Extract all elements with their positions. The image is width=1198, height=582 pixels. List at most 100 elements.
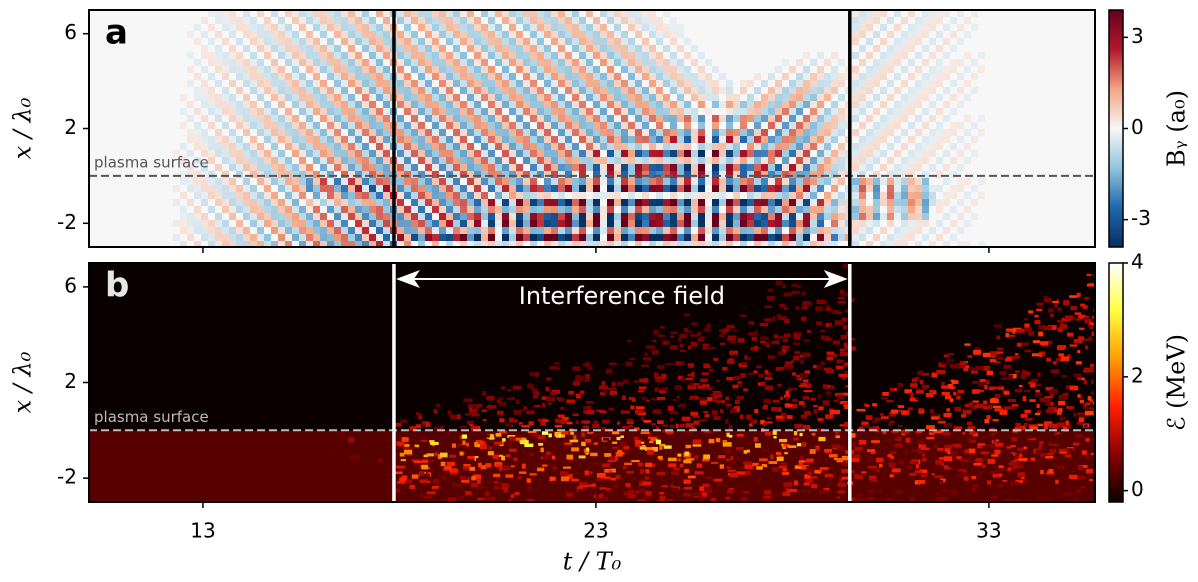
texture-cell xyxy=(1056,345,1065,351)
texture-cell xyxy=(901,31,908,38)
texture-cell xyxy=(842,392,851,396)
texture-cell xyxy=(658,378,665,383)
texture-cell xyxy=(516,52,523,59)
texture-cell xyxy=(285,59,292,66)
texture-cell xyxy=(519,471,527,474)
texture-cell xyxy=(1008,374,1014,380)
texture-cell xyxy=(852,52,859,59)
texture-cell xyxy=(793,355,800,361)
texture-cell xyxy=(754,443,761,448)
texture-cell xyxy=(887,129,894,136)
texture-cell xyxy=(453,185,460,192)
texture-cell xyxy=(509,220,516,227)
texture-cell xyxy=(653,372,659,377)
texture-cell xyxy=(733,171,740,178)
texture-cell xyxy=(556,433,563,438)
texture-cell xyxy=(1011,404,1019,407)
texture-cell xyxy=(250,164,257,171)
texture-cell xyxy=(572,10,579,17)
texture-cell xyxy=(460,73,467,80)
texture-cell xyxy=(579,45,586,52)
texture-cell xyxy=(285,136,292,143)
texture-cell xyxy=(677,108,684,115)
y-tick-label: -2 xyxy=(57,465,77,489)
texture-cell xyxy=(362,150,369,157)
texture-cell xyxy=(866,10,873,17)
texture-cell xyxy=(754,330,758,336)
texture-cell xyxy=(870,478,877,482)
texture-cell xyxy=(656,136,663,143)
texture-cell xyxy=(411,38,418,45)
texture-cell xyxy=(852,164,859,171)
texture-cell xyxy=(852,454,861,458)
x-tick-label: 23 xyxy=(583,519,608,543)
texture-cell xyxy=(712,241,719,247)
texture-cell xyxy=(787,388,792,392)
texture-cell xyxy=(730,408,737,414)
texture-cell xyxy=(866,164,873,171)
texture-cell xyxy=(180,143,187,150)
texture-cell xyxy=(648,436,657,439)
x-tick-label: 33 xyxy=(976,519,1001,543)
texture-cell xyxy=(824,206,831,213)
texture-cell xyxy=(719,87,726,94)
texture-cell xyxy=(726,157,733,164)
texture-cell xyxy=(1044,396,1053,399)
texture-cell xyxy=(949,385,955,390)
texture-cell xyxy=(502,178,509,185)
texture-cell xyxy=(215,220,222,227)
texture-cell xyxy=(683,313,691,317)
texture-cell xyxy=(642,213,649,220)
texture-cell xyxy=(957,199,964,206)
texture-cell xyxy=(278,213,285,220)
texture-cell xyxy=(467,241,474,247)
texture-cell xyxy=(642,357,652,361)
texture-cell xyxy=(369,24,376,31)
texture-cell xyxy=(1072,442,1080,446)
texture-cell xyxy=(683,486,692,490)
texture-cell xyxy=(783,346,789,352)
texture-cell xyxy=(933,431,939,434)
texture-cell xyxy=(341,227,348,234)
texture-cell xyxy=(670,143,677,150)
texture-cell xyxy=(306,150,313,157)
texture-cell xyxy=(236,115,243,122)
texture-cell xyxy=(278,94,285,101)
texture-cell xyxy=(593,199,600,206)
texture-cell xyxy=(460,108,467,115)
texture-cell xyxy=(783,394,791,398)
texture-cell xyxy=(824,129,831,136)
texture-cell xyxy=(507,444,513,448)
texture-cell xyxy=(796,199,803,206)
texture-cell xyxy=(957,227,964,234)
texture-cell xyxy=(712,115,719,122)
texture-cell xyxy=(601,381,605,386)
texture-cell xyxy=(880,241,887,247)
texture-cell xyxy=(495,80,502,87)
texture-cell xyxy=(894,122,901,129)
texture-cell xyxy=(810,227,817,234)
texture-cell xyxy=(571,447,579,452)
texture-cell xyxy=(656,115,663,122)
texture-cell xyxy=(873,171,880,178)
texture-cell xyxy=(586,87,593,94)
texture-cell xyxy=(467,143,474,150)
texture-cell xyxy=(817,220,824,227)
texture-cell xyxy=(243,206,250,213)
texture-cell xyxy=(950,157,957,164)
texture-cell xyxy=(890,409,899,414)
texture-cell xyxy=(1030,457,1036,462)
texture-cell xyxy=(467,206,474,213)
texture-cell xyxy=(397,87,404,94)
texture-cell xyxy=(868,489,876,494)
texture-cell xyxy=(621,178,628,185)
texture-cell xyxy=(229,66,236,73)
texture-cell xyxy=(243,59,250,66)
texture-cell xyxy=(943,150,950,157)
texture-cell xyxy=(278,199,285,206)
texture-cell xyxy=(921,453,926,457)
texture-cell xyxy=(432,150,439,157)
texture-cell xyxy=(866,449,876,453)
texture-cell xyxy=(712,87,719,94)
texture-cell xyxy=(243,143,250,150)
